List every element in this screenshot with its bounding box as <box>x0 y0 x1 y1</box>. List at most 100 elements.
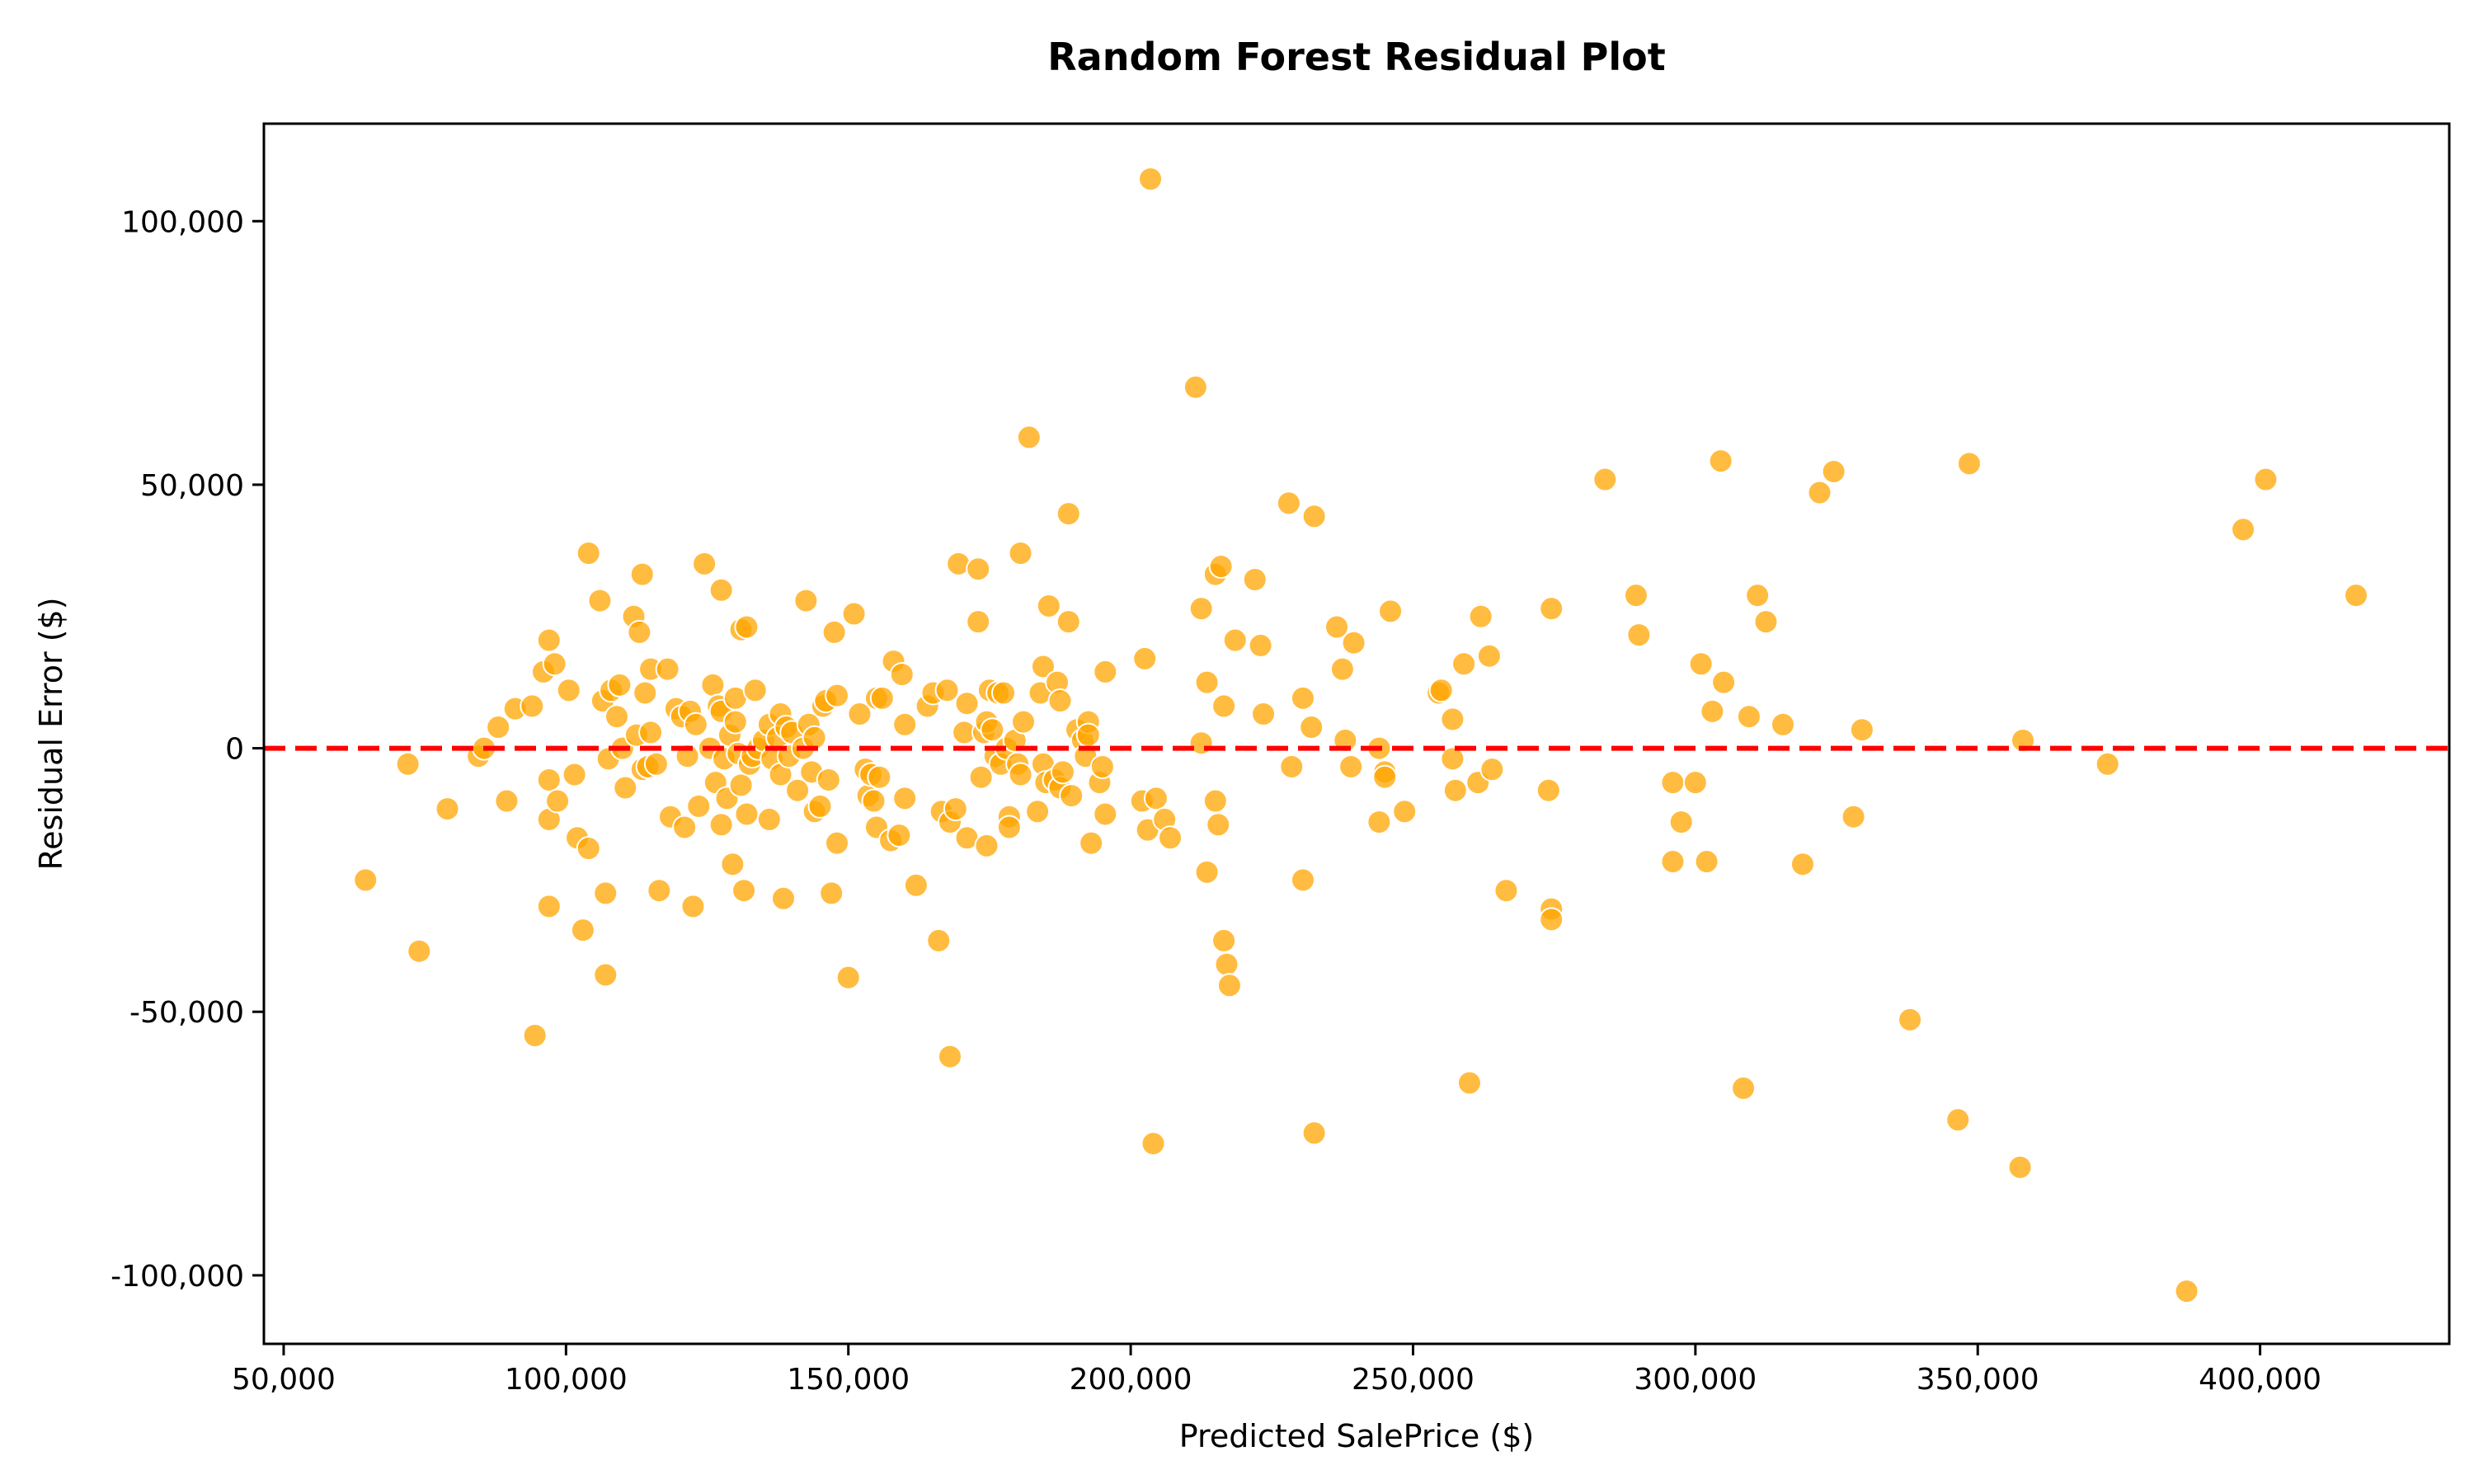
data-point <box>1138 167 1164 192</box>
data-point <box>353 867 379 893</box>
data-point <box>1731 1075 1757 1101</box>
data-point <box>1047 688 1073 714</box>
data-point <box>1183 374 1208 400</box>
data-point <box>2253 467 2279 492</box>
data-point <box>835 965 861 990</box>
data-point <box>1745 583 1771 608</box>
data-point <box>892 711 918 737</box>
data-point <box>576 836 601 862</box>
data-point <box>1194 669 1220 695</box>
data-point <box>867 764 892 790</box>
data-point <box>536 767 562 792</box>
data-point <box>1442 777 1468 803</box>
data-point <box>627 619 652 645</box>
data-point <box>520 693 545 719</box>
data-point <box>1708 448 1733 474</box>
data-point <box>968 764 994 790</box>
data-point <box>1141 1131 1166 1157</box>
data-point <box>1301 504 1327 529</box>
data-point <box>587 588 613 613</box>
data-point <box>542 651 567 677</box>
data-point <box>756 806 782 832</box>
data-point <box>1790 852 1815 877</box>
data-point <box>1030 654 1056 679</box>
data-point <box>996 815 1022 840</box>
y-tick-label: -50,000 <box>129 996 244 1030</box>
data-point <box>819 881 844 906</box>
data-point <box>2231 517 2256 542</box>
data-point <box>1451 651 1477 677</box>
data-point <box>974 833 999 858</box>
data-point <box>1341 630 1366 655</box>
data-point <box>966 609 991 635</box>
data-point <box>556 678 581 703</box>
data-point <box>1158 825 1183 851</box>
data-point <box>1682 770 1708 796</box>
data-point <box>672 815 698 840</box>
data-point <box>1206 812 1231 838</box>
data-point <box>1626 622 1652 648</box>
data-point <box>1016 425 1042 450</box>
x-tick-label: 350,000 <box>1917 1363 2039 1397</box>
data-point <box>545 788 571 814</box>
data-point <box>604 704 629 730</box>
data-point <box>494 788 520 814</box>
data-point <box>1132 646 1158 671</box>
data-point <box>887 823 912 848</box>
data-point <box>1324 614 1350 640</box>
data-point <box>734 801 760 827</box>
data-point <box>1211 928 1237 953</box>
data-point <box>954 691 980 716</box>
data-point <box>522 1023 548 1049</box>
data-point <box>1592 467 1618 492</box>
data-point <box>2007 1154 2033 1180</box>
data-point <box>861 788 887 814</box>
data-point <box>692 551 717 576</box>
data-point <box>407 938 432 964</box>
data-point <box>1821 458 1846 484</box>
data-point <box>643 751 669 777</box>
data-point <box>1456 1070 1482 1096</box>
scatter-points <box>353 167 2369 1304</box>
data-point <box>1428 678 1454 703</box>
x-axis-label: Predicted SalePrice ($) <box>1179 1418 1534 1454</box>
data-point <box>1059 783 1084 809</box>
data-point <box>1050 759 1075 785</box>
data-point <box>1898 1007 1923 1032</box>
data-point <box>1010 709 1036 735</box>
data-point <box>980 717 1005 743</box>
data-point <box>1711 669 1737 695</box>
y-axis-label: Residual Error ($) <box>33 597 69 870</box>
data-point <box>1623 583 1649 608</box>
data-point <box>892 786 918 811</box>
data-point <box>722 709 748 735</box>
data-point <box>1093 801 1118 827</box>
data-point <box>1208 554 1234 580</box>
data-point <box>991 680 1017 706</box>
data-point <box>841 601 867 627</box>
data-point <box>1807 480 1832 505</box>
data-point <box>1290 867 1315 893</box>
data-point <box>633 680 658 706</box>
data-point <box>607 672 633 697</box>
data-point <box>486 715 511 740</box>
data-point <box>435 796 460 822</box>
data-point <box>1539 907 1564 932</box>
data-point <box>1660 770 1686 796</box>
data-point <box>395 751 421 777</box>
data-point <box>1688 651 1714 677</box>
data-point <box>1476 643 1502 669</box>
data-point <box>613 775 638 801</box>
data-point <box>934 678 960 703</box>
data-point <box>1493 878 1519 904</box>
data-point <box>1188 596 1214 622</box>
data-point <box>1301 1120 1327 1146</box>
data-point <box>1468 603 1493 629</box>
data-point <box>1536 777 1561 803</box>
data-point <box>536 894 562 919</box>
data-point <box>1290 685 1315 711</box>
data-point <box>2174 1279 2199 1304</box>
x-axis: 50,000 100,000 150,000 200,000 250,000 300,00… <box>232 1344 2321 1397</box>
data-point <box>1440 707 1465 732</box>
